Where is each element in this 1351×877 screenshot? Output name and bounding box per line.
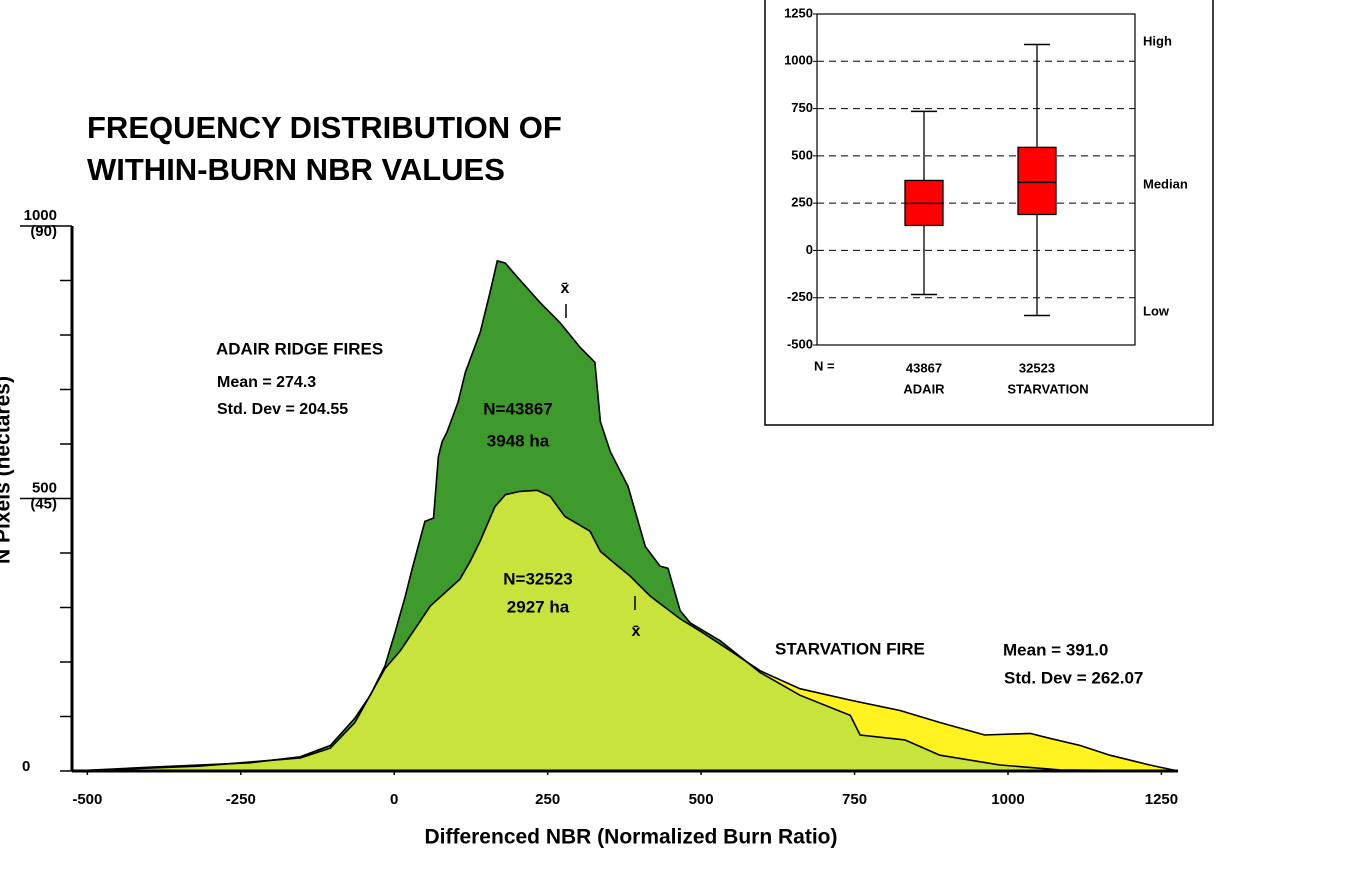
- y-tick-label: 0: [806, 242, 813, 257]
- x-tick-label: 500: [689, 791, 714, 808]
- annotation: STARVATION FIRE: [775, 639, 925, 658]
- line: [71, 489, 1179, 772]
- annotation: Mean = 274.3: [217, 374, 316, 391]
- n-value: 43867: [906, 360, 942, 375]
- n-value: 32523: [1019, 360, 1055, 375]
- y-tick-label: 750: [791, 100, 813, 115]
- annotation: Std. Dev = 204.55: [217, 401, 348, 418]
- mean-symbol: x̄: [561, 280, 570, 297]
- x-tick-label: STARVATION: [1007, 381, 1088, 396]
- box: [1017, 146, 1057, 216]
- y-tick-label: -250: [787, 289, 813, 304]
- y-tick-label: 1000: [784, 53, 813, 68]
- y-tick-label: 1000: [24, 207, 57, 224]
- x-tick-label: 750: [842, 791, 867, 808]
- y-tick-sublabel: (90): [30, 223, 57, 240]
- chart-title: WITHIN-BURN NBR VALUES: [87, 152, 505, 187]
- annotation: Mean = 391.0: [1003, 640, 1108, 659]
- annotation: 2927 ha: [507, 597, 570, 616]
- annotation: ADAIR RIDGE FIRES: [216, 339, 383, 358]
- chart-title: FREQUENCY DISTRIBUTION OF: [87, 110, 562, 145]
- mean-symbol: x̄: [632, 623, 641, 640]
- x-tick-label: 250: [535, 791, 560, 808]
- y-tick-label: 500: [791, 147, 813, 162]
- annotation: N=32523: [503, 569, 572, 588]
- overlap-area: [72, 490, 1178, 771]
- side-label: Median: [1143, 176, 1188, 191]
- annotation: N=43867: [483, 399, 552, 418]
- y-tick-label: 250: [791, 195, 813, 210]
- side-label: Low: [1143, 303, 1170, 318]
- y-tick-label: -500: [787, 336, 813, 351]
- x-axis-label: Differenced NBR (Normalized Burn Ratio): [424, 826, 837, 849]
- y-tick-sublabel: (45): [30, 495, 57, 512]
- line: [71, 259, 1179, 772]
- inset-frame: [764, 0, 1214, 426]
- x-tick-label: -250: [226, 791, 256, 808]
- x-tick-label: -500: [72, 791, 102, 808]
- side-label: High: [1143, 33, 1172, 48]
- x-tick-label: 1250: [1145, 791, 1178, 808]
- plot-frame: [816, 13, 1136, 346]
- y-tick-label: 500: [32, 479, 57, 496]
- y-tick-label: 1250: [784, 5, 813, 20]
- y-tick-label: 0: [22, 758, 30, 775]
- y-axis-label: N Pixels (hectares): [0, 376, 15, 564]
- x-tick-label: ADAIR: [903, 381, 945, 396]
- annotation: 3948 ha: [487, 431, 550, 450]
- x-tick-label: 0: [390, 791, 398, 808]
- annotation: Std. Dev = 262.07: [1004, 668, 1143, 687]
- n-label: N =: [814, 358, 835, 373]
- x-tick-label: 1000: [991, 791, 1024, 808]
- area: [72, 260, 1178, 771]
